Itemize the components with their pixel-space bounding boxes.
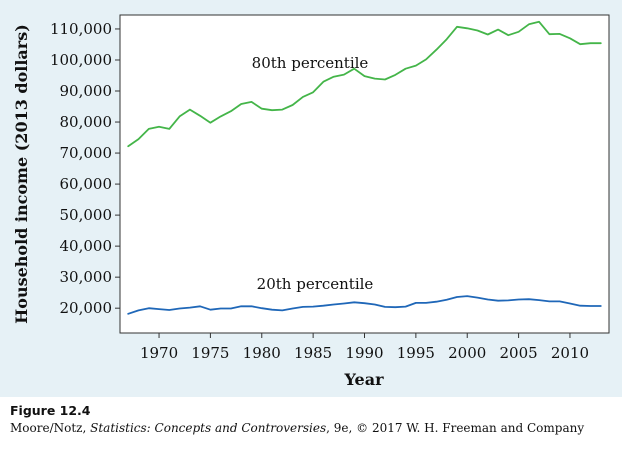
x-tick-label: 1970 bbox=[140, 344, 178, 362]
y-tick-label: 110,000 bbox=[50, 20, 112, 38]
series-line-20th-percentile bbox=[127, 295, 602, 315]
y-tick-label: 80,000 bbox=[60, 113, 113, 131]
x-tick-label: 2010 bbox=[551, 344, 589, 362]
y-tick-label: 20,000 bbox=[60, 299, 113, 317]
y-tick-label: 60,000 bbox=[60, 175, 113, 193]
figure-caption: Figure 12.4 Moore/Notz, Statistics: Conc… bbox=[10, 402, 620, 437]
credit-rest: , 9e, © 2017 W. H. Freeman and Company bbox=[326, 421, 585, 435]
series-line-80th-percentile bbox=[127, 20, 602, 148]
y-tick-label: 50,000 bbox=[60, 206, 113, 224]
series-label-80th: 80th percentile bbox=[252, 54, 369, 72]
plot-frame bbox=[119, 14, 610, 334]
x-tick-label: 1975 bbox=[191, 344, 229, 362]
series-layer bbox=[127, 20, 602, 315]
y-tick-label: 40,000 bbox=[60, 237, 113, 255]
figure-label: Figure 12.4 bbox=[10, 403, 91, 418]
series-label-20th: 20th percentile bbox=[257, 275, 374, 293]
x-axis: 1970 1975 1980 1985 1990 1995 2000 2005 2010 bbox=[140, 333, 589, 362]
x-tick-label: 1985 bbox=[294, 344, 332, 362]
x-tick-label: 2005 bbox=[500, 344, 538, 362]
y-axis-title: Household income (2013 dollars) bbox=[12, 24, 31, 324]
x-axis-title: Year bbox=[343, 370, 384, 389]
figure-credit: Moore/Notz, Statistics: Concepts and Con… bbox=[10, 419, 620, 437]
x-tick-label: 1990 bbox=[345, 344, 383, 362]
x-tick-label: 2000 bbox=[448, 344, 486, 362]
credit-title: Statistics: Concepts and Controversies bbox=[90, 421, 327, 435]
credit-authors: Moore/Notz, bbox=[10, 421, 91, 435]
y-axis: 20,000 30,000 40,000 50,000 60,000 70,000 80,0… bbox=[50, 20, 120, 317]
y-tick-label: 90,000 bbox=[60, 82, 113, 100]
y-tick-label: 70,000 bbox=[60, 144, 113, 162]
x-tick-label: 1995 bbox=[397, 344, 435, 362]
y-tick-label: 30,000 bbox=[60, 268, 113, 286]
line-chart: 20,000 30,000 40,000 50,000 60,000 70,000 80,0… bbox=[12, 14, 610, 389]
y-tick-label: 100,000 bbox=[50, 51, 112, 69]
x-tick-label: 1980 bbox=[243, 344, 281, 362]
